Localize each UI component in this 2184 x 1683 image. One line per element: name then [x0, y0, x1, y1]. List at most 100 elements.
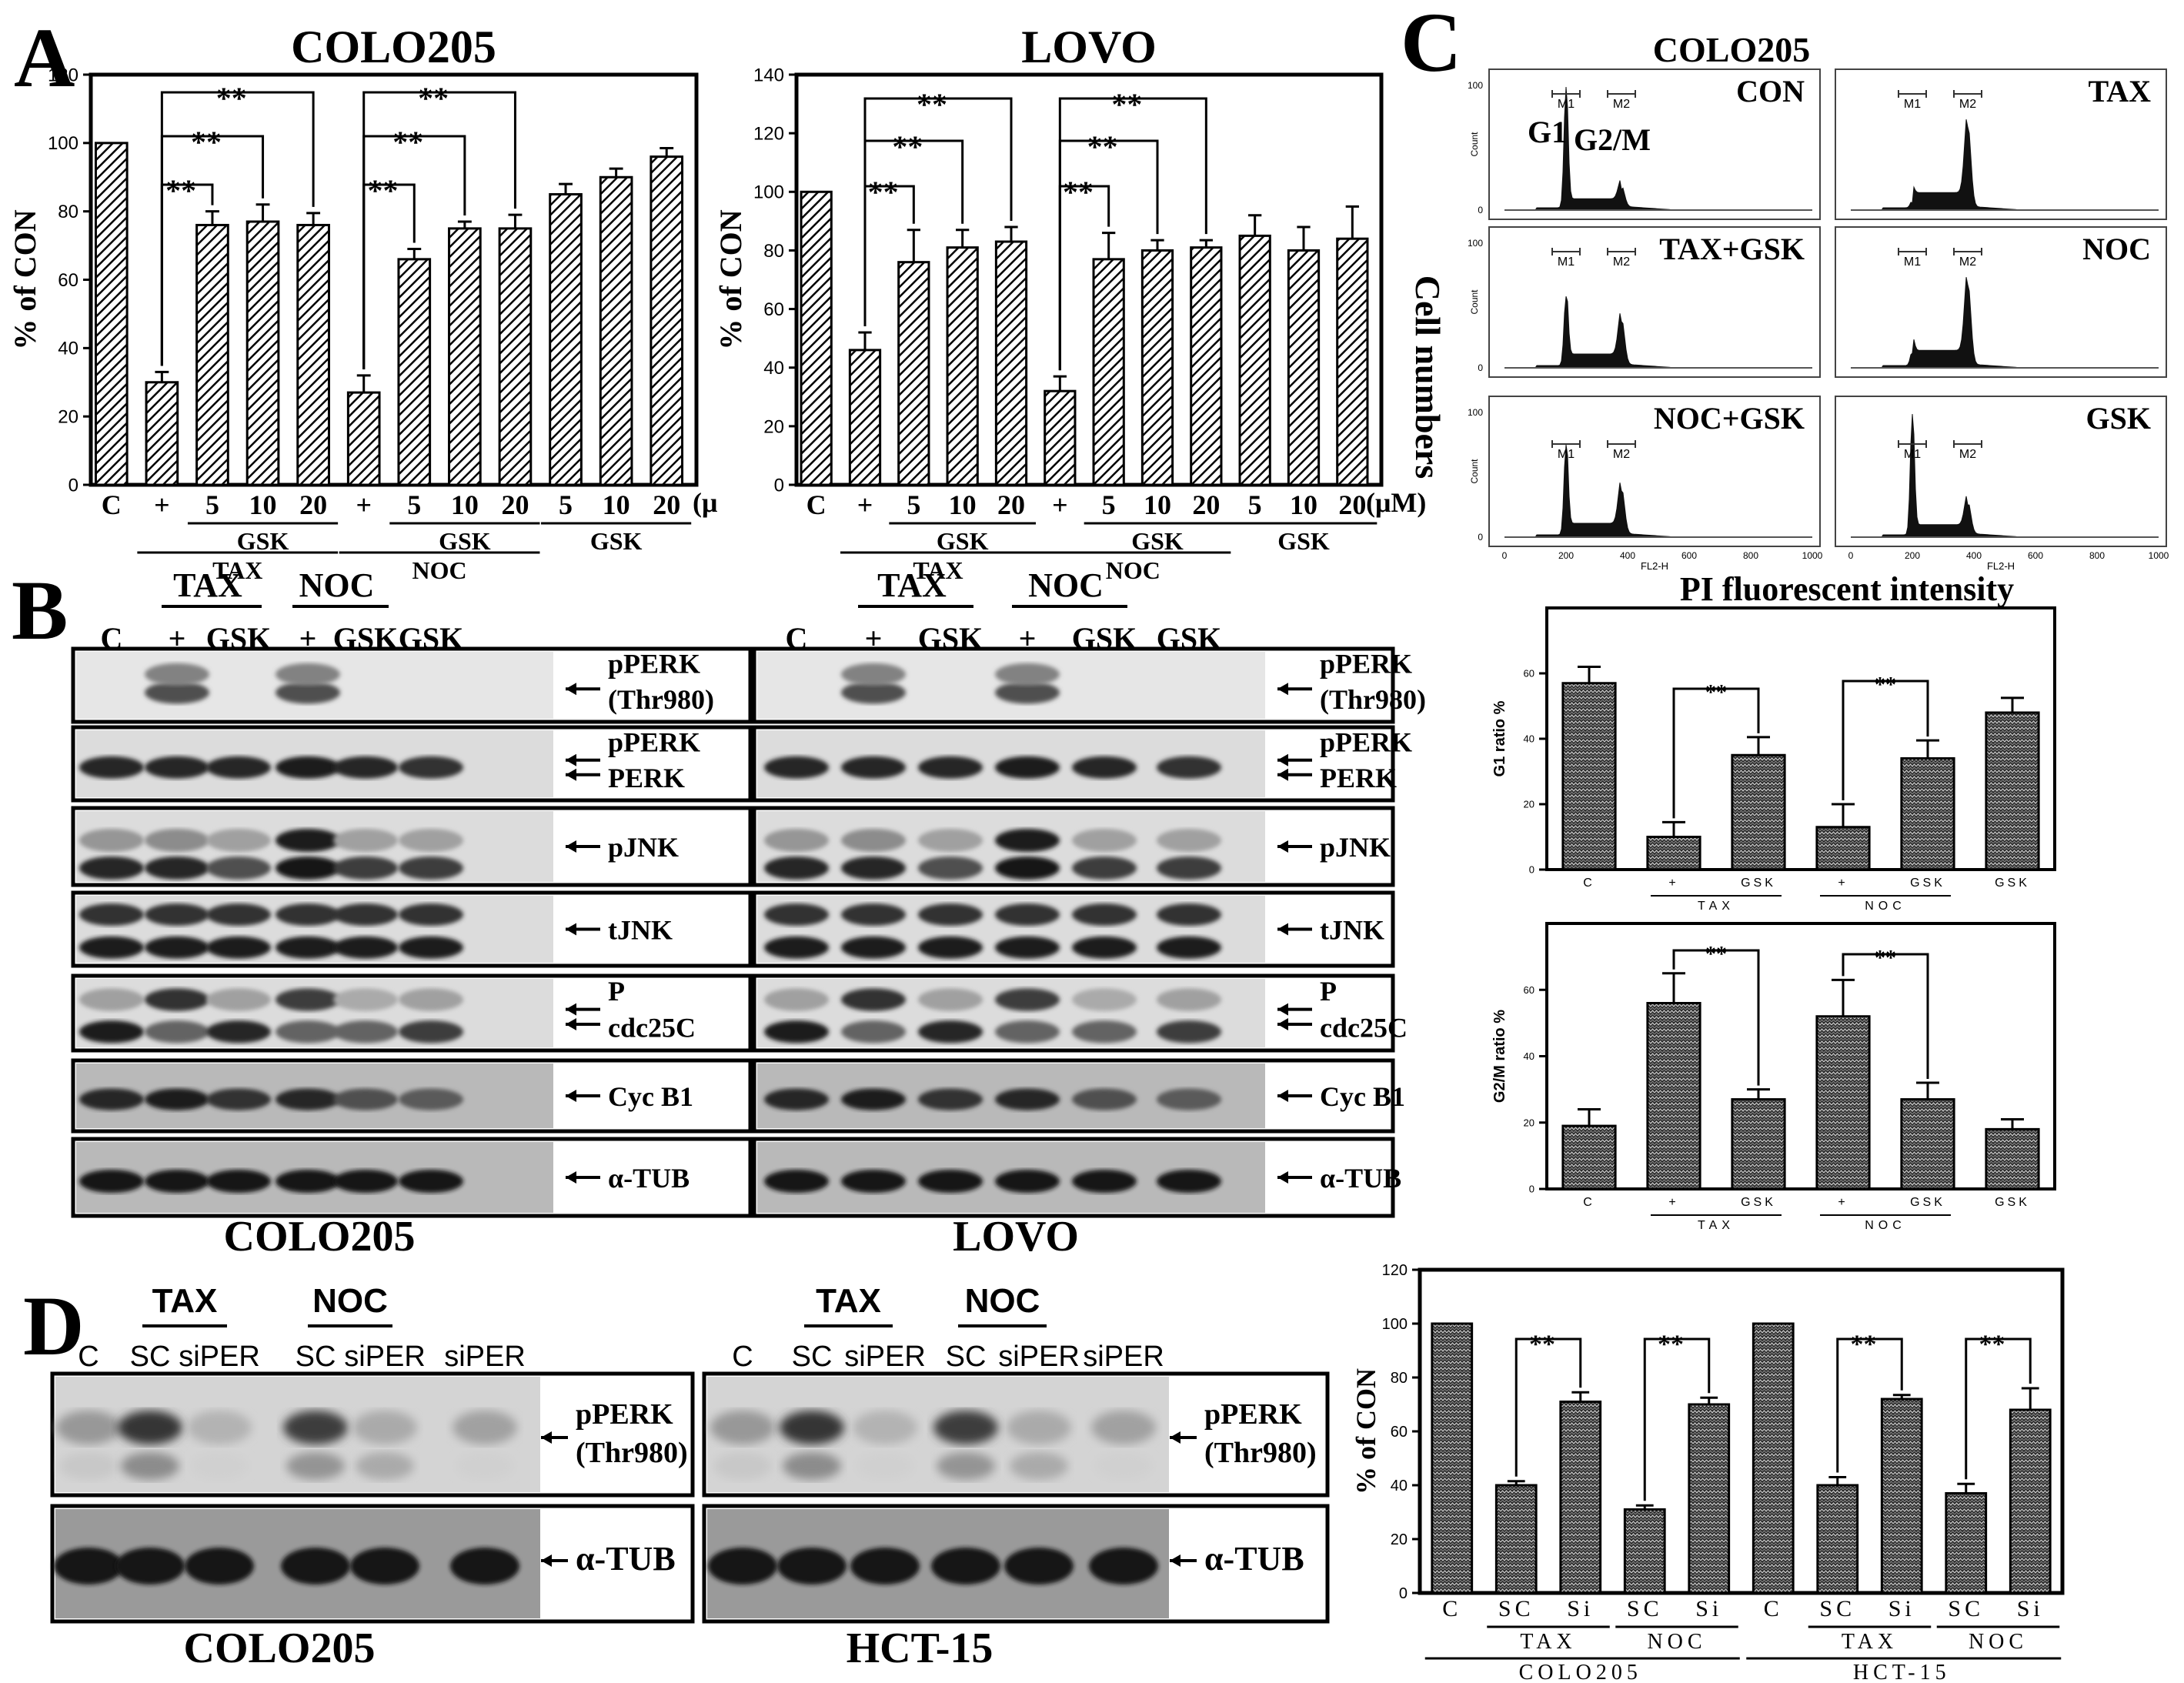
group-noc-label: NOC	[412, 556, 467, 584]
chart-title: COLO205	[291, 22, 496, 72]
significance-label: **	[392, 125, 423, 159]
group-label: TAX	[1698, 1219, 1735, 1232]
band	[995, 857, 1060, 880]
y-tick-label: 60	[1524, 668, 1534, 680]
arrow-head	[566, 1003, 576, 1016]
band	[995, 1170, 1060, 1193]
bar	[346, 391, 381, 486]
band	[1072, 1020, 1137, 1044]
y-tick-label: 80	[58, 202, 78, 222]
arrow-head	[566, 840, 576, 853]
plot-frame	[1545, 606, 2056, 871]
bar	[448, 227, 482, 486]
gate-label: M1	[1904, 448, 1921, 461]
x-tick-label: +	[1838, 1196, 1848, 1209]
y-tick-label: 40	[1524, 733, 1534, 745]
band-label: α-TUB	[1320, 1163, 1401, 1194]
plot-frame	[794, 72, 1384, 487]
hist-xtick: 1000	[2149, 550, 2169, 561]
band	[206, 988, 271, 1011]
significance-bracket	[1842, 680, 1929, 800]
cell-group-label: COLO205	[1519, 1661, 1642, 1683]
band	[276, 663, 340, 686]
hist-xtick: 200	[1558, 550, 1574, 561]
bar	[599, 175, 633, 486]
gate-label: M2	[1959, 448, 1976, 461]
band	[206, 756, 271, 779]
y-axis-label: % of CON	[713, 209, 748, 349]
bar	[1238, 234, 1271, 486]
band	[1007, 1411, 1071, 1444]
x-tick-label: +	[1052, 489, 1068, 520]
band	[333, 1088, 398, 1110]
band-label: α-TUB	[1204, 1540, 1304, 1578]
band-label: tJNK	[608, 915, 673, 946]
arrow-head	[566, 683, 576, 696]
band	[452, 1411, 517, 1444]
treatment-noc: NOC	[1028, 566, 1104, 604]
unit-label: (μM)	[1366, 487, 1426, 518]
band-label: PERK	[1320, 763, 1397, 793]
x-tick-label: +	[1668, 877, 1678, 890]
x-tick-label: C	[1764, 1596, 1783, 1621]
bar	[1559, 1401, 1602, 1595]
y-tick-label: 0	[1399, 1585, 1408, 1602]
band	[79, 1020, 144, 1044]
band	[841, 1170, 906, 1193]
band	[995, 756, 1060, 779]
hist-xtick: 600	[2028, 550, 2043, 561]
x-tick-label: +	[356, 489, 372, 520]
bar	[1945, 1492, 1988, 1595]
x-tick-label: C	[1583, 1196, 1595, 1209]
band	[145, 681, 209, 704]
gate-marker	[1607, 440, 1636, 448]
hist-ytick: 100	[1468, 238, 1483, 249]
peak-label-g1: G1	[1528, 115, 1567, 149]
hist-axis-x: FL2-H	[1641, 560, 1668, 572]
band	[918, 1170, 983, 1193]
band-label: P	[608, 976, 625, 1007]
y-tick-label: 60	[58, 270, 78, 291]
bar	[1688, 1403, 1731, 1595]
y-tick-label: 40	[58, 339, 78, 359]
band	[145, 1088, 209, 1110]
significance-label: **	[1087, 129, 1118, 164]
x-tick-label: GSK	[1995, 877, 2030, 890]
band	[1157, 988, 1221, 1011]
band-label: Cyc B1	[608, 1081, 693, 1112]
band	[918, 1088, 983, 1110]
hist-xtick: 400	[1620, 550, 1635, 561]
band	[1072, 903, 1137, 926]
bar	[1985, 711, 2040, 871]
band	[918, 903, 983, 926]
band	[145, 936, 209, 959]
lane-label: siPER	[179, 1341, 260, 1373]
bar	[1140, 249, 1174, 486]
bar	[1731, 753, 1786, 871]
histogram-frame	[1835, 396, 2167, 547]
band	[145, 988, 209, 1011]
gate-label: M2	[1959, 255, 1976, 269]
significance-label: **	[418, 81, 449, 115]
band	[764, 903, 829, 926]
treatment-tax: TAX	[877, 566, 947, 604]
arrow-head	[566, 923, 576, 936]
significance-bracket	[863, 97, 1013, 327]
unit-label: (μ	[693, 487, 717, 518]
y-axis-label: G2/M ratio %	[1491, 1010, 1508, 1103]
group-label: NOC	[1969, 1630, 2028, 1654]
band	[276, 829, 340, 852]
group-gsk-label: GSK	[439, 527, 491, 555]
band-label: cdc25C	[608, 1013, 696, 1044]
band	[206, 1170, 271, 1193]
flow-xlabel: PI fluorescent intensity	[1680, 570, 2014, 608]
gate-marker	[1551, 440, 1581, 448]
x-tick-label: 10	[451, 489, 479, 520]
band	[841, 1020, 906, 1044]
hist-ytick: 100	[1468, 407, 1483, 418]
significance-label: **	[1705, 943, 1727, 967]
band-label: pPERK	[1320, 726, 1412, 757]
band	[918, 936, 983, 959]
group-label: TAX	[1842, 1630, 1898, 1654]
